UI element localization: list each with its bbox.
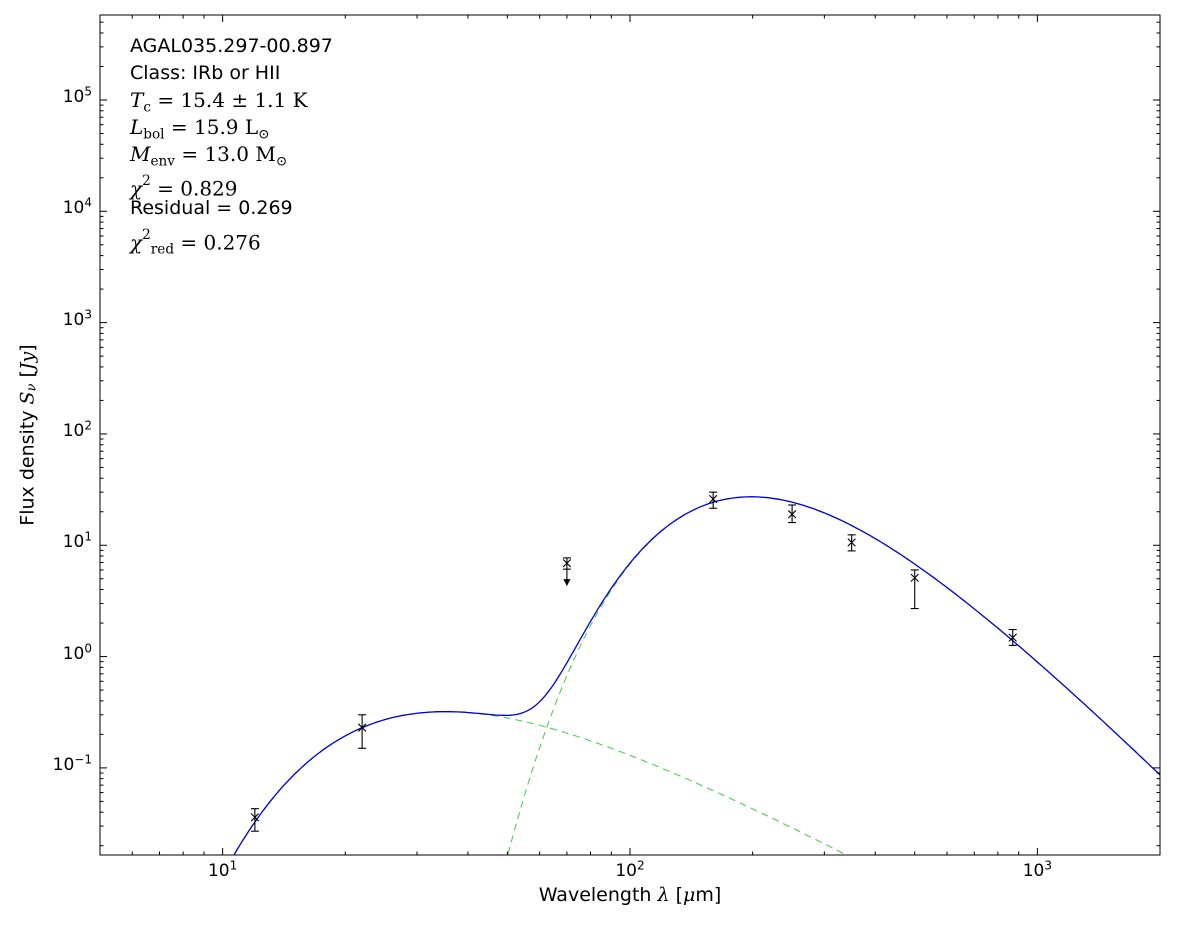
luminosity-line: Lbol = 15.9 L⊙ (130, 114, 333, 143)
text-segment: [ (669, 884, 683, 906)
text-segment: μ (682, 884, 696, 906)
text-segment: M (130, 142, 151, 166)
text-segment: ⊙ (258, 126, 270, 143)
x-axis-label: Wavelength λ [μm] (539, 884, 722, 906)
x-tick-label: 103 (1022, 858, 1052, 881)
data-point (787, 504, 797, 524)
data-point (910, 569, 919, 610)
y-tick-label: 102 (62, 418, 92, 441)
text-segment: S (16, 391, 39, 405)
text-segment: = 13.0 M (174, 142, 276, 166)
annotation-block: AGAL035.297-00.897 Class: IRb or HII Tc = … (130, 33, 333, 258)
axis-ticks (100, 15, 1160, 855)
text-segment: Class: IRb or HII (130, 62, 281, 84)
y-axis-label: Flux density Sν [Jy] (16, 344, 39, 525)
text-segment: λ (657, 884, 670, 906)
y-tick-label: 100 (62, 640, 92, 664)
text-segment: = 15.9 L (164, 115, 259, 139)
chi-squared-line: χ2 = 0.829 (130, 168, 333, 200)
text-segment: 2 (142, 227, 151, 243)
y-tick-label: 101 (62, 529, 92, 553)
y-tick-label: 104 (62, 195, 92, 219)
text-segment: red (150, 241, 175, 258)
y-tick-label: 10−1 (52, 752, 92, 775)
text-segment: env (150, 153, 175, 170)
text-segment: χ (130, 176, 143, 201)
class-line: Class: IRb or HII (130, 60, 333, 87)
data-point (562, 557, 572, 587)
text-segment: χ (130, 230, 143, 255)
data-point (1008, 628, 1017, 646)
text-segment: = 0.276 (174, 230, 261, 255)
text-segment: = 15.4 ± 1.1 K (150, 88, 308, 112)
data-point (708, 491, 718, 509)
text-segment: Residual = 0.269 (130, 197, 293, 219)
dust-temperature-line: Tc = 15.4 ± 1.1 K (130, 87, 333, 116)
total-model-curve (233, 496, 1160, 855)
residual-line: Residual = 0.269 (130, 195, 333, 222)
text-segment: Flux density (16, 404, 39, 526)
source-name: AGAL035.297-00.897 (130, 33, 333, 60)
cold-greybody-curve (507, 496, 1160, 855)
text-segment: bol (143, 126, 165, 143)
text-segment: c (143, 99, 151, 116)
text-segment: m] (695, 884, 722, 906)
text-segment: Jy (16, 351, 39, 371)
text-segment: AGAL035.297-00.897 (130, 35, 333, 57)
text-segment: ⊙ (275, 153, 288, 170)
text-segment: ] (16, 344, 39, 352)
chi-squared-red-line: χ2red = 0.276 (130, 222, 333, 258)
data-point (250, 808, 260, 832)
text-segment: T (130, 88, 144, 112)
upper-limit-arrow-icon (563, 579, 571, 587)
text-segment: L (130, 115, 144, 139)
model-curves (233, 496, 1160, 855)
text-segment: Wavelength (538, 884, 658, 906)
y-tick-label: 105 (62, 84, 92, 107)
text-segment: 2 (142, 173, 151, 189)
x-tick-label: 101 (207, 858, 238, 881)
text-segment: ν (24, 383, 40, 392)
data-point (357, 714, 367, 749)
y-tick-label: 103 (62, 306, 92, 330)
text-segment: [ (16, 370, 39, 384)
data-points (250, 491, 1017, 832)
x-tick-label: 102 (615, 858, 645, 881)
text-segment: = 0.829 (150, 176, 238, 201)
data-point (847, 534, 856, 552)
envelope-mass-line: Menv = 13.0 M⊙ (130, 141, 333, 170)
